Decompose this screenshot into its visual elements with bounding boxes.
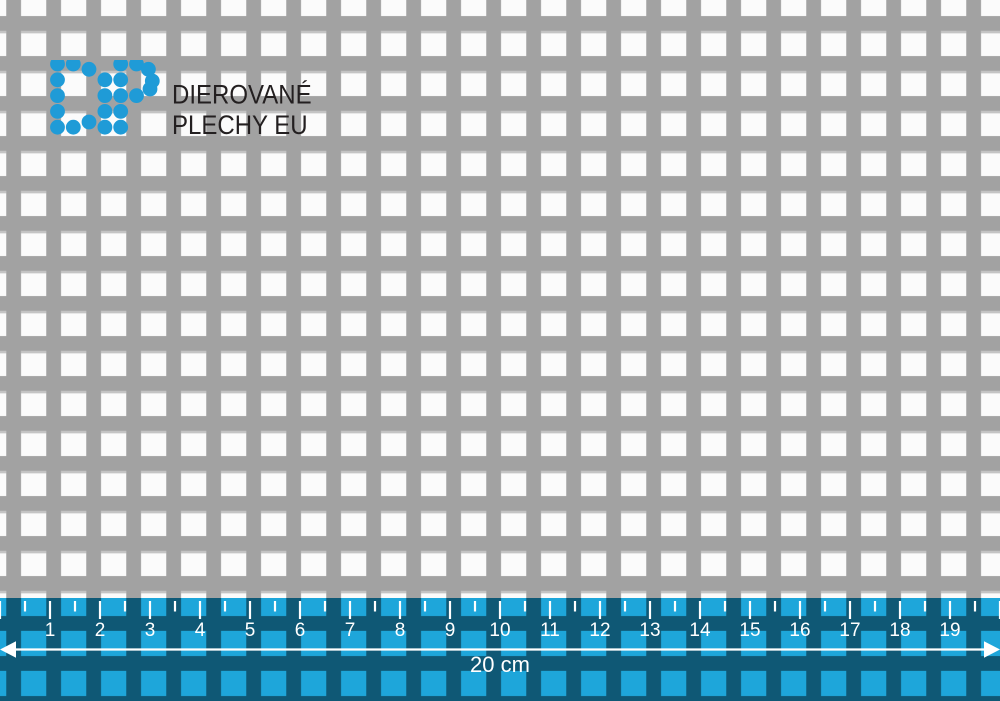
svg-text:1: 1	[45, 620, 56, 641]
svg-text:6: 6	[295, 620, 306, 641]
svg-text:4: 4	[195, 620, 206, 641]
svg-text:13: 13	[639, 620, 660, 641]
svg-text:8: 8	[395, 620, 406, 641]
svg-text:5: 5	[245, 620, 256, 641]
svg-text:17: 17	[839, 620, 860, 641]
svg-text:12: 12	[589, 620, 610, 641]
svg-text:7: 7	[345, 620, 356, 641]
svg-text:2: 2	[95, 620, 106, 641]
svg-text:18: 18	[889, 620, 910, 641]
svg-text:11: 11	[540, 620, 560, 641]
svg-text:15: 15	[739, 620, 760, 641]
svg-text:20 cm: 20 cm	[470, 652, 530, 677]
svg-text:9: 9	[445, 620, 456, 641]
svg-text:16: 16	[789, 620, 810, 641]
svg-text:19: 19	[939, 620, 960, 641]
svg-text:14: 14	[689, 620, 711, 641]
svg-text:3: 3	[145, 620, 156, 641]
svg-text:10: 10	[489, 620, 510, 641]
